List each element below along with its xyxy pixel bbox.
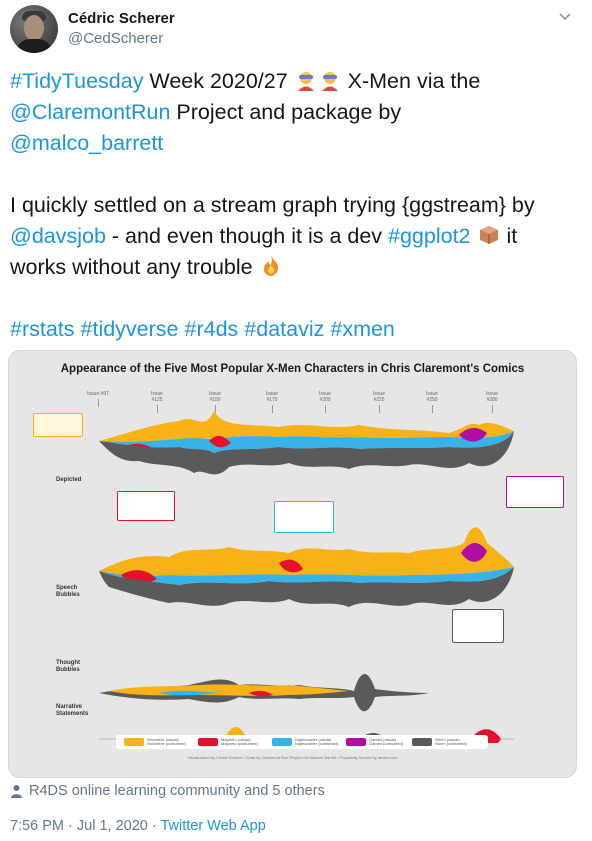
annotation-box: [274, 501, 334, 533]
tweet-meta: 7:56 PM · Jul 1, 2020 · Twitter Web App: [10, 818, 266, 834]
person-icon: [10, 784, 23, 798]
annotation-box: [506, 476, 564, 508]
stream-depicted: [99, 411, 514, 474]
source-link[interactable]: Twitter Web App: [160, 818, 265, 834]
hashtag-link[interactable]: #dataviz: [244, 317, 324, 341]
hashtag-link[interactable]: #xmen: [330, 317, 395, 341]
chart-title: Appearance of the Five Most Popular X-Me…: [9, 363, 576, 375]
timestamp[interactable]: 7:56 PM · Jul 1, 2020 ·: [10, 818, 160, 834]
author-handle[interactable]: @CedScherer: [68, 30, 163, 47]
stream-thought-bubbles: [99, 674, 429, 711]
chart-caption: Visualization by Cédric Scherer • Data b…: [9, 755, 576, 760]
hashtag-link[interactable]: #r4ds: [185, 317, 239, 341]
fire-icon: [260, 255, 282, 277]
hashtag-link[interactable]: #TidyTuesday: [10, 69, 143, 93]
mention-link[interactable]: @ClaremontRun: [10, 100, 170, 124]
chart-image[interactable]: Appearance of the Five Most Popular X-Me…: [8, 350, 577, 778]
chevron-down-icon[interactable]: [558, 10, 572, 24]
row-label: Thought Bubbles: [56, 660, 86, 674]
annotation-box: [117, 491, 175, 521]
hashtag-link[interactable]: #rstats: [10, 317, 75, 341]
stream-speech-bubbles: [99, 527, 514, 607]
superhero-icon: [295, 69, 317, 91]
avatar[interactable]: [10, 5, 58, 53]
tweet-text: #TidyTuesday Week 2020/27 X-Men via the …: [10, 66, 586, 345]
row-label: Depicted: [56, 477, 81, 484]
annotation-box: [33, 413, 83, 437]
superhero-icon: [319, 69, 341, 91]
package-icon: [478, 224, 500, 246]
annotation-box: [452, 609, 504, 643]
hashtag-link[interactable]: #ggplot2: [388, 224, 471, 248]
social-proof[interactable]: R4DS online learning community and 5 oth…: [10, 783, 325, 799]
mention-link[interactable]: @malco_barrett: [10, 131, 163, 155]
stream-graph: [9, 403, 576, 743]
author-name[interactable]: Cédric Scherer: [68, 10, 175, 27]
row-label: Narrative Statements: [56, 704, 96, 718]
chart-legend: Wolverine (visual) Wolverine (costumed) M…: [116, 735, 488, 749]
mention-link[interactable]: @davsjob: [10, 224, 106, 248]
hashtag-link[interactable]: #tidyverse: [81, 317, 179, 341]
row-label: Speech Bubbles: [56, 585, 86, 599]
